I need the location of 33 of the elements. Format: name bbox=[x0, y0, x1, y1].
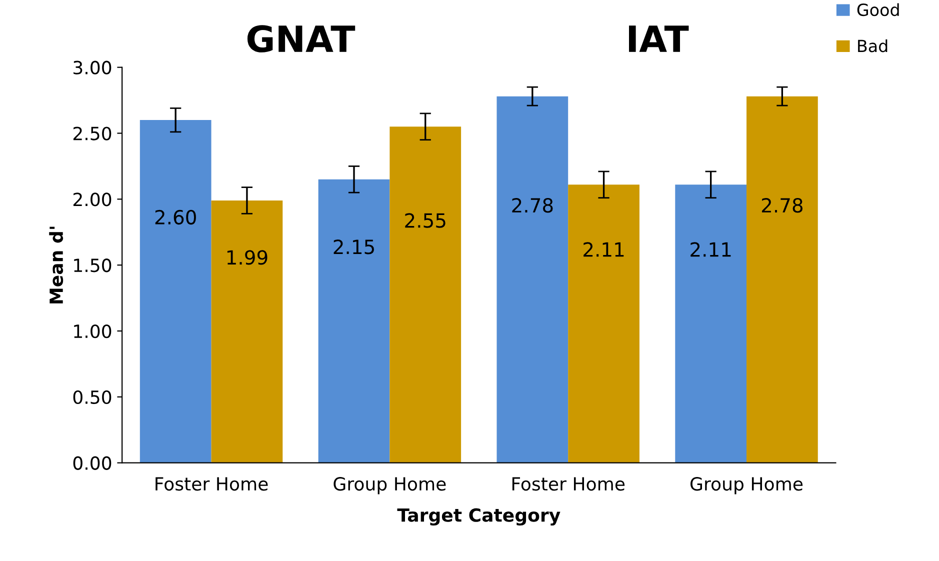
data-label: 2.60 bbox=[155, 210, 196, 225]
data-label: 2.15 bbox=[334, 240, 374, 254]
y-tick-label: 1.50 bbox=[74, 258, 112, 272]
y-tick-label: 1.00 bbox=[74, 324, 112, 338]
data-label: 2.78 bbox=[762, 198, 803, 213]
bar bbox=[211, 200, 283, 463]
data-label: 2.78 bbox=[512, 198, 553, 213]
data-label: 1.99 bbox=[227, 250, 268, 265]
y-tick-label: 2.00 bbox=[73, 192, 112, 206]
legend-label: Good bbox=[857, 3, 899, 16]
bar bbox=[746, 96, 818, 463]
text: IAT bbox=[629, 26, 689, 52]
x-tick-label: Foster Home bbox=[512, 477, 625, 491]
y-tick-label: 3.00 bbox=[74, 60, 112, 74]
legend-label: Bad bbox=[858, 39, 888, 52]
data-label: 2.11 bbox=[584, 242, 624, 257]
bar bbox=[318, 179, 390, 463]
bar bbox=[140, 120, 212, 463]
data-label: 2.55 bbox=[405, 213, 446, 228]
y-tick-label: 2.50 bbox=[73, 126, 112, 140]
x-tick-label: Group Home bbox=[334, 477, 446, 494]
y-tick-label: 0.00 bbox=[73, 456, 112, 470]
x-tick-label: Foster Home bbox=[156, 477, 268, 491]
x-axis-title: Target Category bbox=[397, 508, 560, 526]
bar bbox=[675, 184, 747, 463]
bar bbox=[390, 126, 462, 463]
x-tick-label: Group Home bbox=[690, 477, 803, 494]
bar bbox=[496, 96, 568, 463]
data-label: 2.11 bbox=[690, 242, 731, 257]
text: GNAT bbox=[247, 25, 356, 52]
y-axis-title: Mean d' bbox=[49, 226, 64, 304]
y-tick-label: 0.50 bbox=[73, 390, 112, 404]
bar bbox=[568, 184, 640, 463]
